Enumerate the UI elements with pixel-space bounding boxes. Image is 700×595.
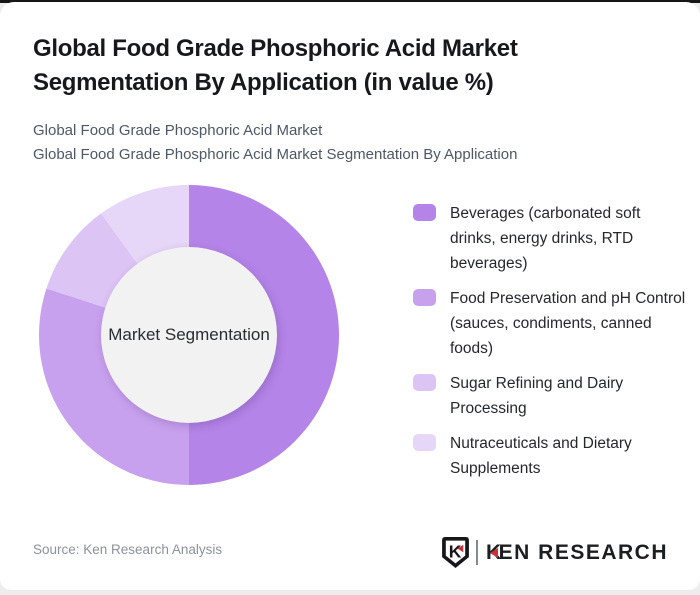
page-title: Global Food Grade Phosphoric Acid Market…	[33, 35, 518, 96]
legend-item: Food Preservation and pH Control (sauces…	[413, 286, 690, 361]
brand-wordmark: K EN RESEARCH	[486, 541, 668, 565]
chart-legend: Beverages (carbonated soft drinks, energ…	[413, 201, 690, 481]
legend-label: Food Preservation and pH Control (sauces…	[450, 290, 686, 357]
donut-chart-area: Market Segmentation	[39, 185, 339, 485]
legend-label: Nutraceuticals and Dietary Supplements	[450, 435, 632, 477]
ken-research-logo: K K EN RESEARCH	[441, 536, 668, 569]
source-attribution: Source: Ken Research Analysis	[33, 542, 223, 557]
logo-divider	[475, 540, 478, 565]
subtitle-line-1: Global Food Grade Phosphoric Acid Market	[33, 122, 323, 139]
subtitle-line-2: Global Food Grade Phosphoric Acid Market…	[33, 145, 518, 163]
legend-item: Nutraceuticals and Dietary Supplements	[413, 431, 690, 481]
legend-item: Beverages (carbonated soft drinks, energ…	[413, 201, 690, 276]
brand-red-triangle-icon	[489, 547, 498, 558]
svg-text:K: K	[449, 542, 462, 562]
ken-research-shield-icon: K	[442, 537, 469, 568]
donut-center-label: Market Segmentation	[108, 325, 270, 344]
legend-swatch	[413, 289, 436, 306]
legend-swatch	[413, 434, 436, 451]
legend-item: Sugar Refining and Dairy Processing	[413, 371, 690, 421]
subtitle-block: Global Food Grade Phosphoric Acid Market…	[33, 119, 517, 166]
legend-label: Beverages (carbonated soft drinks, energ…	[450, 205, 641, 272]
legend-label: Sugar Refining and Dairy Processing	[450, 375, 624, 417]
donut-center: Market Segmentation	[101, 247, 277, 423]
brand-rest: EN RESEARCH	[498, 540, 668, 564]
legend-swatch	[413, 374, 436, 391]
legend-swatch	[413, 204, 436, 221]
